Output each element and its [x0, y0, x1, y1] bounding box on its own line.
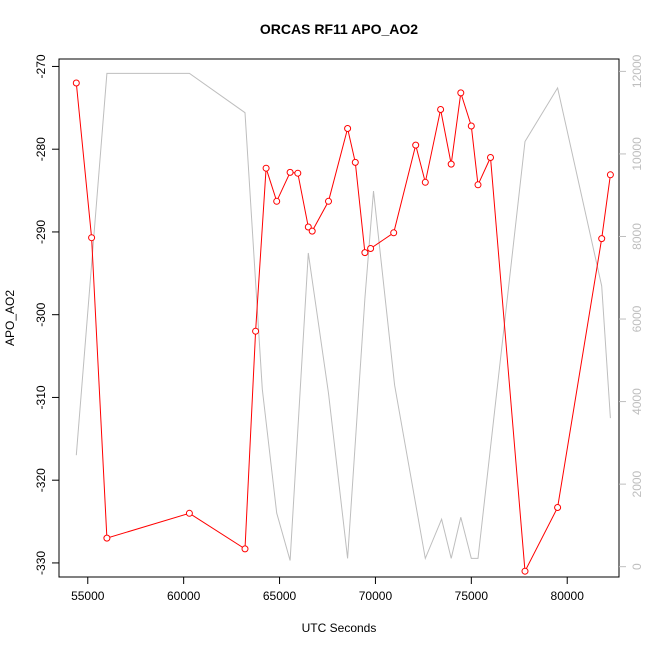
data-point: [437, 106, 445, 113]
series-line-0: [75, 82, 611, 573]
data-point: [273, 197, 281, 205]
y-axis-label: APO_AO2: [3, 290, 17, 346]
data-point: [467, 122, 475, 130]
data-point: [252, 327, 260, 335]
x-tick-label: 70000: [359, 589, 393, 603]
y-tick-label: -310: [34, 385, 48, 409]
data-point: [88, 234, 96, 242]
y2-tick-label: 0: [630, 563, 644, 570]
data-point: [390, 229, 398, 237]
data-point: [262, 164, 270, 172]
data-point: [606, 171, 614, 179]
data-point: [474, 181, 482, 189]
data-point: [304, 223, 312, 231]
data-point: [344, 125, 352, 132]
x-axis-label: UTC Seconds: [302, 621, 377, 635]
data-point: [554, 504, 562, 511]
y-tick-label: -300: [34, 302, 48, 326]
data-point: [412, 141, 420, 149]
data-point: [325, 197, 332, 205]
y2-tick-label: 2000: [630, 470, 644, 497]
y2-tick-label: 4000: [630, 388, 644, 415]
y-tick-label: -280: [34, 137, 48, 161]
x-axis: 55000 60000 65000 70000 75000 80000: [71, 576, 585, 603]
y-tick-label: -330: [34, 551, 48, 575]
x-tick-label: 55000: [71, 589, 105, 603]
data-point: [103, 534, 111, 542]
data-point: [72, 79, 80, 87]
y-axis: -330 -320 -310 -300 -290 -280 -270: [34, 54, 59, 575]
y2-tick-label: 10000: [630, 137, 644, 171]
data-point: [598, 235, 606, 243]
data-point: [308, 227, 316, 235]
data-point: [361, 249, 369, 257]
data-point: [367, 245, 375, 252]
y2-tick-label: 8000: [630, 223, 644, 250]
y2-tick-label: 6000: [630, 305, 644, 332]
x-tick-label: 80000: [551, 589, 585, 603]
data-point: [447, 160, 455, 168]
y-tick-label: -290: [34, 220, 48, 244]
y-tick-label: -270: [34, 54, 48, 78]
data-point: [185, 509, 193, 517]
x-tick-label: 65000: [263, 589, 297, 603]
y2-tick-label: 12000: [630, 54, 644, 88]
data-point: [294, 169, 302, 177]
data-point: [487, 154, 494, 161]
chart-title: ORCAS RF11 APO_AO2: [260, 21, 418, 37]
y2-axis: 0 2000 4000 6000 8000 10000 12000: [619, 54, 644, 570]
x-tick-label: 75000: [455, 589, 489, 603]
data-point: [421, 178, 429, 186]
data-point: [351, 158, 359, 166]
y-tick-label: -320: [34, 468, 48, 492]
data-point: [457, 89, 465, 97]
x-tick-label: 60000: [167, 589, 201, 603]
plot-box: [58, 58, 620, 578]
series-layer: [72, 72, 614, 575]
data-point: [521, 567, 529, 575]
series-line-1: [75, 72, 611, 561]
data-point: [286, 168, 294, 176]
data-point: [241, 545, 249, 553]
